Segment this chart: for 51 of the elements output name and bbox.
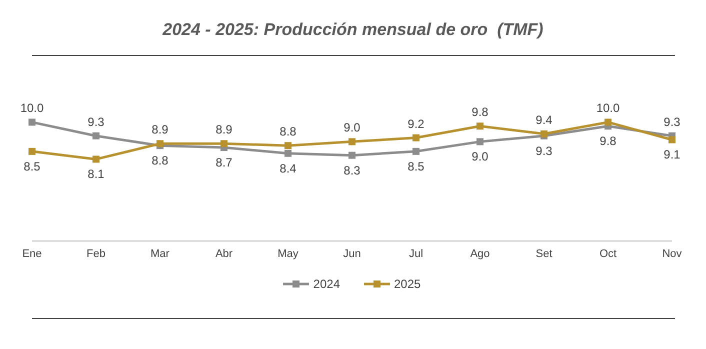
x-tick-label: Oct (599, 248, 617, 260)
data-label: 9.4 (536, 112, 553, 127)
data-label: 9.3 (664, 114, 681, 129)
point (348, 152, 356, 159)
point (476, 122, 484, 130)
data-label: 9.2 (408, 116, 425, 131)
legend-label: 2025 (393, 277, 421, 291)
point (412, 134, 420, 142)
data-label: 8.5 (24, 159, 41, 174)
x-tick-label: Ene (22, 248, 42, 260)
x-tick-label: Set (536, 248, 552, 260)
point (92, 132, 100, 140)
data-label: 9.3 (536, 144, 553, 158)
point (220, 140, 228, 148)
point (668, 136, 676, 144)
point (348, 138, 356, 146)
point (412, 148, 420, 155)
point (92, 156, 100, 163)
x-tick-label: Jul (408, 248, 424, 260)
legend-label: 2024 (312, 277, 340, 291)
point (28, 148, 36, 155)
data-label: 9.0 (472, 150, 489, 164)
data-label: 9.1 (664, 148, 681, 162)
x-tick-label: May (278, 248, 299, 260)
data-label: 8.3 (344, 163, 361, 178)
data-label: 9.8 (600, 134, 617, 148)
point (284, 150, 292, 157)
data-label: 8.8 (280, 124, 297, 139)
data-label: 10.0 (20, 101, 44, 116)
data-label: 8.8 (152, 154, 169, 168)
x-tick-label: Feb (86, 248, 106, 260)
point (604, 118, 612, 126)
data-label: 8.9 (152, 122, 169, 137)
data-label: 10.0 (596, 101, 620, 116)
chart-title: 2024 - 2025: Producción mensual de oro (TMF) (161, 20, 544, 40)
point (28, 118, 36, 126)
data-label: 8.5 (408, 159, 425, 174)
data-label: 8.1 (88, 167, 105, 182)
x-tick-label: Nov (662, 248, 682, 260)
point (284, 142, 292, 150)
data-label: 9.8 (472, 105, 489, 120)
x-tick-label: Mar (150, 248, 170, 260)
data-label: 9.3 (88, 114, 105, 129)
point (476, 138, 484, 146)
x-tick-label: Ago (470, 248, 490, 260)
x-tick-label: Abr (215, 248, 233, 260)
data-label: 8.4 (280, 161, 297, 176)
data-label: 8.7 (216, 156, 233, 170)
x-tick-label: Jun (343, 248, 361, 260)
data-label: 9.0 (344, 120, 361, 135)
data-label: 8.9 (216, 122, 233, 137)
